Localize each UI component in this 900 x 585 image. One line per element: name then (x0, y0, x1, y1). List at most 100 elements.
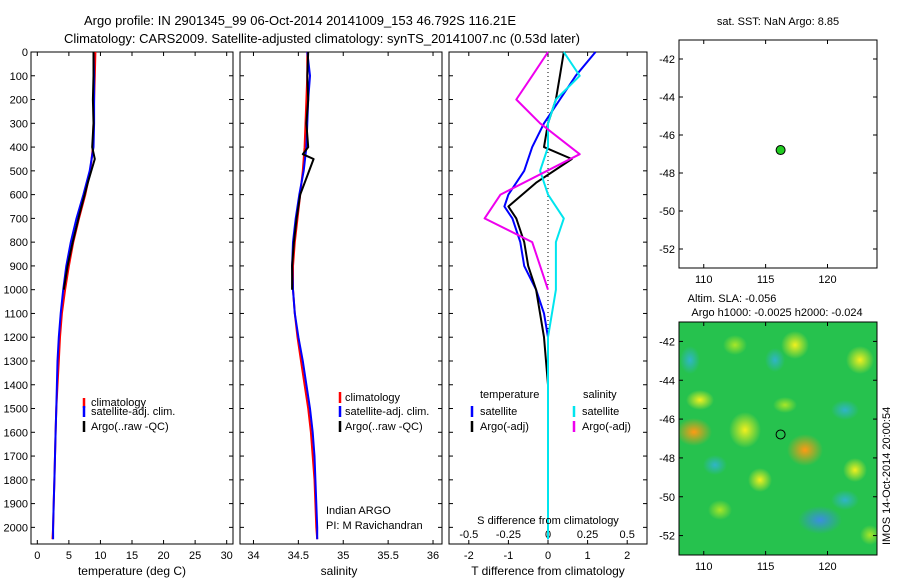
lat-tick-label: -48 (659, 453, 675, 465)
s-tick-label: 0.5 (620, 529, 635, 541)
lat-tick-label: -52 (659, 244, 675, 256)
depth-tick-label: 1300 (4, 356, 28, 368)
lat-tick-label: -50 (659, 492, 675, 504)
sst-map-panel: sat. SST: NaN Argo: 8.85 110 115 120 -42 -44… (659, 16, 878, 286)
header-line-2: Climatology: CARS2009. Satellite-adjuste… (64, 31, 580, 46)
lat-tick-label: -42 (659, 54, 675, 66)
legend-argo: Argo(..raw -QC) (91, 421, 169, 433)
temperature-legend: climatology satellite-adj. clim. Argo(..… (82, 397, 175, 433)
s-tick-label: 0.25 (577, 529, 598, 541)
depth-tick-label: 1800 (4, 475, 28, 487)
lon-tick-label: 110 (695, 561, 713, 573)
depth-tick-label: 1600 (4, 427, 28, 439)
depth-tick-label: 900 (10, 261, 28, 273)
x-tick-label: 36 (427, 550, 439, 562)
difference-legend: temperature satellite Argo(-adj) salinit… (470, 389, 631, 433)
lat-tick-label: -48 (659, 168, 675, 180)
lon-tick-label: 120 (818, 561, 836, 573)
sla-map-frame (678, 321, 878, 556)
x-tick-label: 0 (34, 550, 40, 562)
s-tick-label: -0.25 (496, 529, 521, 541)
x-tick-label: 34.5 (288, 550, 309, 562)
legend-climatology: climatology (345, 392, 401, 404)
argo-location-marker (775, 429, 786, 440)
x-tick-label: 15 (126, 550, 138, 562)
x-tick-label: -1 (504, 550, 514, 562)
sla-map-subtitle: Argo h1000: -0.0025 h2000: -0.024 (691, 307, 862, 319)
depth-tick-label: 700 (10, 213, 28, 225)
s-difference-label: S difference from climatology (477, 515, 619, 527)
x-tick-label: 5 (66, 550, 72, 562)
legend-salinity-argo: Argo(-adj) (582, 421, 631, 433)
legend-salinity-heading: salinity (583, 389, 617, 401)
legend-satellite-adj: satellite-adj. clim. (91, 406, 175, 418)
lat-tick-label: -52 (659, 531, 675, 543)
depth-tick-label: 600 (10, 190, 28, 202)
x-tick-label: 10 (94, 550, 106, 562)
x-tick-label: 1 (585, 550, 591, 562)
depth-tick-label: 800 (10, 237, 28, 249)
legend-temperature-argo: Argo(-adj) (480, 421, 529, 433)
legend-temperature-satellite: satellite (480, 406, 517, 418)
salinity-plot-frame (239, 51, 443, 545)
depth-tick-label: 500 (10, 166, 28, 178)
lat-tick-label: -42 (659, 336, 675, 348)
temperature-x-label: temperature (deg C) (78, 564, 186, 578)
x-tick-label: 35.5 (377, 550, 398, 562)
depth-tick-label: 200 (10, 95, 28, 107)
salinity-x-label: salinity (321, 564, 358, 578)
lon-tick-label: 115 (757, 561, 775, 573)
temperature-panel: 0100200300400500600700800900100011001200… (4, 47, 234, 578)
x-tick-label: 2 (624, 550, 630, 562)
t-difference-label: T difference from climatology (471, 564, 625, 578)
pi-annotation-line-1: Indian ARGO (326, 505, 391, 517)
sla-map-title: Altim. SLA: -0.056 (688, 293, 777, 305)
depth-tick-label: 300 (10, 118, 28, 130)
legend-climatology: climatology (91, 397, 147, 409)
lon-tick-label: 110 (695, 274, 713, 286)
depth-tick-label: 1700 (4, 451, 28, 463)
lat-tick-label: -50 (659, 206, 675, 218)
series-line (62, 52, 96, 290)
legend-temperature-heading: temperature (480, 389, 539, 401)
x-tick-label: 25 (189, 550, 201, 562)
depth-tick-label: 1100 (4, 308, 28, 320)
legend-satellite-adj: satellite-adj. clim. (345, 406, 429, 418)
x-tick-label: 30 (221, 550, 233, 562)
lat-tick-label: -44 (659, 92, 675, 104)
series-line (291, 51, 315, 290)
x-tick-label: 34 (247, 550, 259, 562)
legend-salinity-satellite: satellite (582, 406, 619, 418)
depth-tick-label: 1400 (4, 380, 28, 392)
lat-tick-label: -46 (659, 414, 675, 426)
argo-location-marker (775, 145, 786, 156)
salinity-legend: climatology satellite-adj. clim. Argo(..… (338, 392, 429, 433)
lon-tick-label: 115 (757, 274, 775, 286)
series-line (539, 51, 581, 540)
x-tick-label: -2 (464, 550, 474, 562)
series-line (483, 51, 581, 291)
depth-tick-label: 400 (10, 142, 28, 154)
sla-map-panel: Altim. SLA: -0.056 Argo h1000: -0.0025 h… (659, 293, 878, 573)
pi-annotation-line-2: PI: M Ravichandran (326, 520, 423, 532)
depth-tick-label: 1500 (4, 404, 28, 416)
depth-tick-label: 100 (10, 71, 28, 83)
depth-tick-label: 0 (22, 47, 28, 59)
difference-panel: -2 -1 0 1 2-0.5 -0.25 0 0.25 0.5 temperature sat… (448, 51, 648, 578)
legend-argo: Argo(..raw -QC) (345, 421, 423, 433)
s-tick-label: -0.5 (459, 529, 478, 541)
depth-tick-label: 1000 (4, 285, 28, 297)
sst-map-title: sat. SST: NaN Argo: 8.85 (717, 16, 839, 28)
depth-tick-label: 2000 (4, 522, 28, 534)
imos-timestamp-label: IMOS 14-Oct-2014 20:00:54 (881, 407, 893, 545)
temperature-plot-frame (30, 51, 234, 545)
header-line-1: Argo profile: IN 2901345_99 06-Oct-2014 … (84, 13, 516, 28)
salinity-panel: 34 34.5 35 35.5 36 climatology satellite-adj… (239, 51, 443, 578)
x-tick-label: 20 (157, 550, 169, 562)
lat-tick-label: -46 (659, 130, 675, 142)
lon-tick-label: 120 (818, 274, 836, 286)
depth-tick-label: 1900 (4, 499, 28, 511)
depth-tick-label: 1200 (4, 332, 28, 344)
lat-tick-label: -44 (659, 375, 675, 387)
